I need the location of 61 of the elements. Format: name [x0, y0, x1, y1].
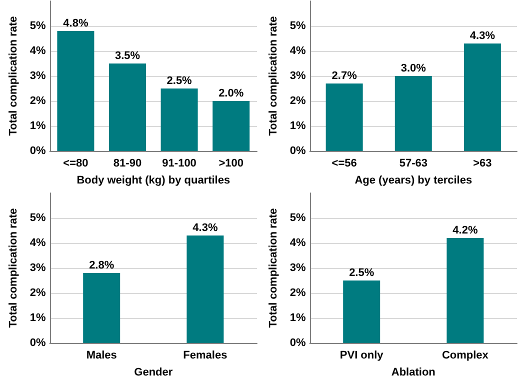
x-axis-title: Age (years) by terciles	[354, 174, 472, 186]
y-tick-label: 0%	[290, 145, 306, 157]
x-axis-title: Body weight (kg) by quartiles	[76, 174, 230, 186]
y-tick-label: 3%	[30, 70, 46, 82]
data-label: 4.8%	[63, 18, 88, 30]
y-tick-label: 1%	[30, 312, 46, 324]
x-tick-label: >63	[473, 158, 492, 170]
y-tick-label: 2%	[30, 95, 46, 107]
x-tick-label: >100	[218, 158, 244, 170]
y-tick-label: 0%	[30, 337, 46, 349]
y-tick-label: 5%	[30, 212, 46, 224]
y-axis-title: Total complication rate	[268, 208, 280, 328]
bar	[212, 101, 250, 151]
y-axis-title: Total complication rate	[8, 208, 20, 328]
y-tick-label: 1%	[290, 312, 306, 324]
data-label: 4.2%	[452, 224, 478, 236]
y-tick-label: 4%	[290, 237, 306, 249]
y-tick-label: 5%	[30, 20, 46, 32]
x-tick-label: <=80	[63, 158, 88, 170]
x-tick-label: 57-63	[399, 158, 428, 170]
y-axis-title: Total complication rate	[8, 16, 20, 136]
data-label: 2.5%	[349, 267, 374, 279]
data-label: 3.0%	[400, 62, 426, 74]
bar	[57, 31, 94, 151]
y-tick-label: 1%	[290, 120, 306, 132]
data-label: 2.7%	[332, 70, 358, 82]
x-tick-label: Males	[86, 350, 117, 362]
bar	[326, 84, 363, 151]
y-tick-label: 1%	[30, 120, 46, 132]
x-tick-label: Complex	[442, 350, 490, 362]
y-tick-label: 4%	[30, 237, 46, 249]
y-tick-label: 5%	[290, 212, 306, 224]
x-axis-title: Gender	[134, 366, 174, 378]
bar	[160, 88, 198, 151]
y-tick-label: 4%	[290, 45, 306, 57]
x-tick-label: PVI only	[340, 350, 384, 362]
y-tick-label: 4%	[30, 45, 46, 57]
y-tick-label: 3%	[290, 262, 306, 274]
bar	[394, 76, 432, 151]
data-label: 2.8%	[89, 260, 114, 272]
x-tick-label: 91-100	[162, 158, 196, 170]
x-tick-label: 81-90	[113, 158, 142, 170]
y-axis-title: Total complication rate	[268, 16, 280, 136]
y-tick-label: 0%	[290, 337, 306, 349]
bar	[109, 64, 146, 151]
data-label: 2.0%	[218, 88, 244, 100]
x-tick-label: Females	[183, 350, 228, 362]
bar	[464, 44, 501, 151]
y-tick-label: 3%	[30, 262, 46, 274]
x-tick-label: <=56	[332, 158, 357, 170]
data-label: 4.3%	[470, 30, 496, 42]
y-tick-label: 5%	[290, 20, 306, 32]
y-tick-label: 2%	[290, 287, 306, 299]
x-axis-title: Ablation	[391, 366, 436, 378]
data-label: 2.5%	[166, 75, 192, 87]
data-label: 4.3%	[192, 222, 218, 234]
y-tick-label: 2%	[290, 95, 306, 107]
y-tick-label: 0%	[30, 145, 46, 157]
data-label: 3.5%	[114, 50, 140, 62]
y-tick-label: 2%	[30, 287, 46, 299]
y-tick-label: 3%	[290, 70, 306, 82]
